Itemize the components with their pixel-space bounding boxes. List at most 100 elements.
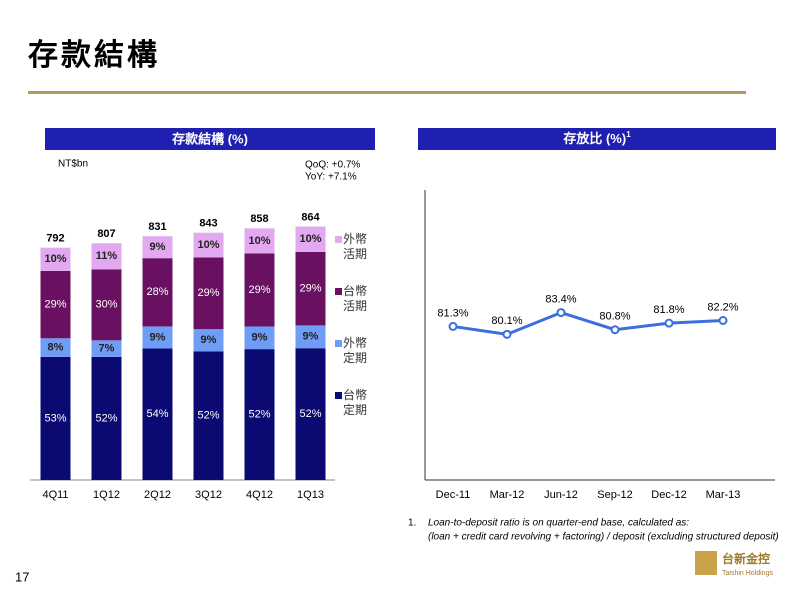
- annotation: YoY: +7.1%: [305, 172, 357, 183]
- bar-segment: [142, 236, 173, 259]
- x-tick-label: 1Q12: [93, 489, 120, 501]
- value-label: 10%: [197, 239, 219, 251]
- bar-segment: [295, 251, 326, 326]
- footnote-line: Loan-to-deposit ratio is on quarter-end …: [428, 518, 689, 529]
- point: [502, 329, 512, 339]
- title-note: 1: [626, 130, 631, 139]
- bar-segment: [295, 226, 326, 252]
- value-label: 81.3%: [437, 307, 468, 319]
- value-label: 7%: [99, 343, 115, 355]
- logo-name: 台新金控: [722, 551, 770, 566]
- bar-segment: [193, 329, 224, 352]
- value-label: 52%: [95, 412, 117, 424]
- value-label: 81.8%: [653, 304, 684, 316]
- x-tick-label: Jun-12: [544, 489, 578, 501]
- value-label: 29%: [248, 284, 270, 296]
- value-label: 53%: [44, 412, 66, 424]
- total-label: 843: [199, 218, 217, 230]
- point: [448, 321, 458, 331]
- bar-segment: [193, 232, 224, 258]
- value-label: 11%: [96, 250, 118, 262]
- bar-segment: [244, 349, 275, 480]
- page-number: 17: [15, 569, 29, 584]
- point: [718, 316, 728, 325]
- bar-segment: [40, 247, 71, 271]
- x-tick-label: Sep-12: [597, 489, 632, 501]
- bar-segment: [40, 270, 71, 339]
- bar-segment: [244, 228, 275, 254]
- right-title: 存放比 (%)1: [563, 130, 631, 146]
- legend-label: 台幣活期: [343, 284, 368, 313]
- point: [664, 318, 674, 328]
- value-label: 54%: [146, 408, 168, 420]
- slide-title: 存款結構: [28, 38, 160, 73]
- x-tick-label: 3Q12: [195, 489, 222, 501]
- logo-subtitle: Taishin Holdings: [722, 570, 773, 577]
- value-label: 29%: [44, 299, 66, 311]
- value-label: 9%: [150, 241, 166, 253]
- bar-segment: [142, 258, 173, 327]
- bar-segment: [193, 351, 224, 480]
- value-label: 10%: [248, 235, 270, 247]
- bar-segment: [244, 326, 275, 350]
- total-label: 858: [250, 213, 268, 225]
- bar-segment: [91, 269, 122, 341]
- value-label: 8%: [48, 341, 64, 353]
- value-label: 83.4%: [545, 293, 576, 305]
- left-title: 存款結構 (%): [172, 131, 248, 146]
- right-header: [418, 128, 776, 150]
- x-tick-label: 1Q13: [297, 489, 324, 501]
- value-label: 28%: [146, 286, 168, 298]
- total-label: 792: [46, 233, 64, 245]
- value-label: 29%: [197, 287, 219, 299]
- bar-segment: [295, 348, 326, 480]
- total-label: 807: [97, 228, 115, 240]
- value-label: 9%: [252, 332, 268, 344]
- left-header: [45, 128, 375, 150]
- bar-segment: [40, 338, 71, 357]
- x-tick-label: 2Q12: [144, 489, 171, 501]
- value-label: 29%: [299, 283, 321, 295]
- x-tick-label: 4Q12: [246, 489, 273, 501]
- value-label: 52%: [197, 410, 219, 422]
- x-tick-label: Dec-12: [651, 489, 686, 501]
- value-label: 30%: [95, 299, 117, 311]
- line: [452, 310, 724, 336]
- bar-segment: [295, 325, 326, 349]
- x-tick-label: Dec-11: [436, 489, 471, 501]
- value-label: 82.2%: [707, 301, 738, 313]
- x-tick-label: Mar-12: [490, 489, 525, 501]
- bar-segment: [142, 326, 173, 349]
- logo-icon: [695, 551, 717, 575]
- value-label: 10%: [299, 233, 321, 245]
- point: [556, 308, 566, 318]
- total-label: 864: [301, 211, 320, 223]
- value-label: 80.8%: [599, 311, 630, 323]
- right-title-text: 存放比 (%): [563, 131, 626, 146]
- footnote-line: (loan + credit card revolving + factorin…: [428, 532, 779, 543]
- value-label: 9%: [303, 331, 319, 343]
- point: [610, 325, 620, 335]
- footnote-marker: 1.: [408, 518, 416, 529]
- unit-label: NT$bn: [58, 159, 88, 170]
- legend-swatch: [335, 236, 342, 243]
- legend-label: 台幣定期: [343, 388, 368, 417]
- legend-swatch: [335, 288, 342, 295]
- bar-segment: [91, 340, 122, 357]
- bar-segment: [244, 253, 275, 327]
- legend-label: 外幣活期: [343, 232, 368, 261]
- bar-segment: [193, 257, 224, 330]
- value-label: 80.1%: [491, 315, 522, 327]
- value-label: 52%: [299, 408, 321, 420]
- bar-segment: [91, 356, 122, 480]
- x-tick-label: Mar-13: [706, 489, 741, 501]
- total-label: 831: [148, 221, 166, 233]
- bar-segment: [40, 356, 71, 480]
- value-label: 52%: [248, 408, 270, 420]
- legend-swatch: [335, 392, 342, 399]
- bar-segment: [91, 243, 122, 270]
- value-label: 10%: [44, 253, 66, 265]
- title-rule: [28, 91, 746, 94]
